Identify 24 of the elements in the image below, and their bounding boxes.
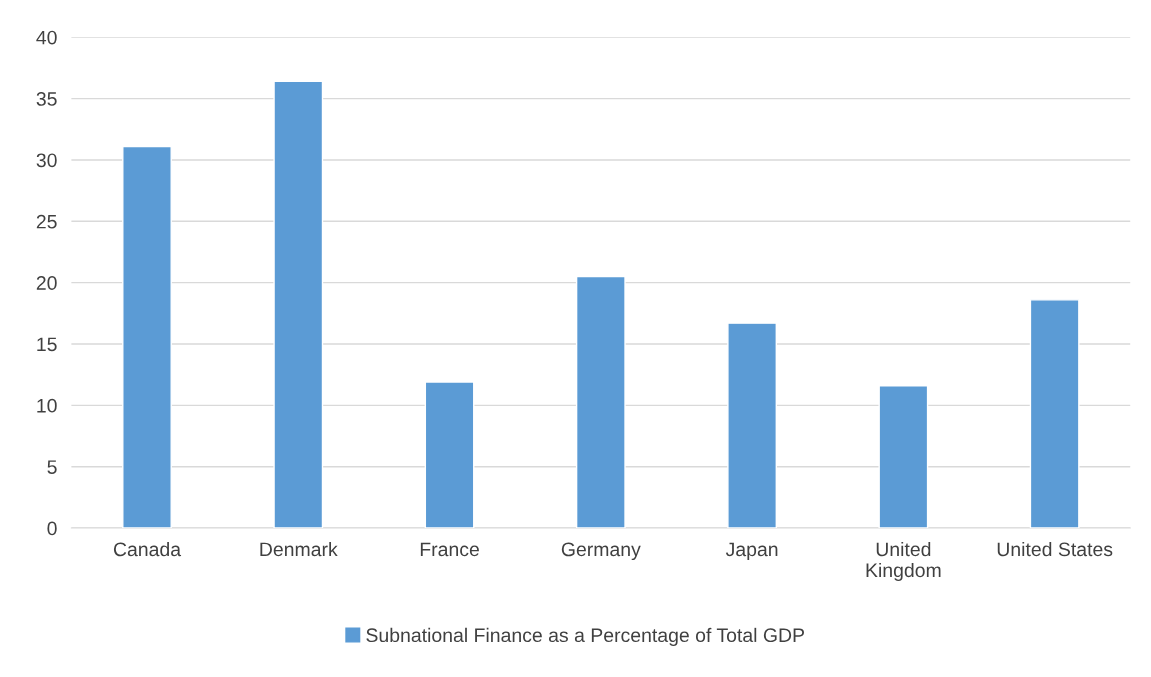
- y-tick-label: 40: [36, 30, 57, 45]
- y-tick-label: 10: [37, 398, 57, 413]
- x-tick-label: United Kingdom: [866, 541, 941, 582]
- x-tick-label: United States: [997, 541, 1113, 557]
- bar: [878, 385, 929, 529]
- bar: [1029, 299, 1080, 529]
- y-tick-label: 0: [47, 521, 57, 536]
- x-tick-label: France: [420, 542, 479, 557]
- y-tick-label: 30: [36, 153, 57, 168]
- bar: [727, 322, 777, 529]
- legend-label: Subnational Finance as a Percentage of Total GDP: [366, 627, 804, 646]
- y-tick-label: 15: [37, 337, 57, 352]
- bar: [424, 381, 475, 529]
- bar: [575, 275, 626, 529]
- x-tick-label: Denmark: [260, 541, 338, 557]
- y-tick-label: 35: [36, 92, 57, 106]
- y-tick-label: 25: [36, 214, 57, 229]
- y-tick-label: 5: [47, 460, 57, 474]
- bar: [273, 80, 324, 529]
- x-tick-label: Japan: [725, 542, 778, 561]
- y-tick-label: 20: [36, 276, 57, 290]
- bar: [122, 145, 172, 529]
- x-tick-label: Canada: [113, 541, 182, 557]
- x-tick-label: Germany: [561, 542, 641, 561]
